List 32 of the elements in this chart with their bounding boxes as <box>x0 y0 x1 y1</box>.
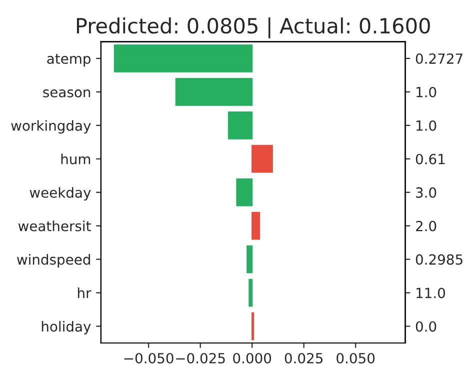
y2-tick-label: 0.61 <box>416 154 445 164</box>
bar <box>236 178 253 206</box>
chart-title: Predicted: 0.0805 | Actual: 0.1600 <box>76 17 430 38</box>
y2-tick-label: 3.0 <box>416 187 436 198</box>
x-tick-label: 0.000 <box>233 352 272 364</box>
y-tick-label: windspeed <box>17 254 90 268</box>
y2-tick-label: 0.0 <box>416 321 436 332</box>
y-tick-label: holiday <box>42 320 91 334</box>
bar <box>246 245 253 274</box>
x-tick-label: −0.025 <box>176 352 225 364</box>
bar <box>228 111 253 140</box>
y-tick-label: weekday <box>30 187 91 201</box>
y2-tick-label: 0.2985 <box>416 254 462 265</box>
y-tick-label: season <box>43 89 90 98</box>
y-tick-label: hum <box>61 154 90 164</box>
bar <box>175 78 253 106</box>
y2-tick-label: 0.2727 <box>416 53 462 64</box>
y-tick-label: atemp <box>47 54 90 67</box>
bar <box>252 212 260 240</box>
x-tick-label: 0.050 <box>336 352 375 364</box>
bar <box>114 44 253 72</box>
y-tick-label: hr <box>78 288 92 298</box>
y2-tick-label: 1.0 <box>416 86 436 98</box>
bar <box>248 278 253 307</box>
y-tick-label: weathersit <box>18 220 91 232</box>
y2-tick-label: 1.0 <box>416 120 436 131</box>
y-tick-label: workingday <box>11 120 91 134</box>
x-tick-label: −0.050 <box>124 352 174 364</box>
x-tick-label: 0.025 <box>284 352 322 364</box>
y2-tick-label: 11.0 <box>416 288 445 298</box>
bar <box>252 144 273 173</box>
y2-tick-label: 2.0 <box>416 220 436 232</box>
